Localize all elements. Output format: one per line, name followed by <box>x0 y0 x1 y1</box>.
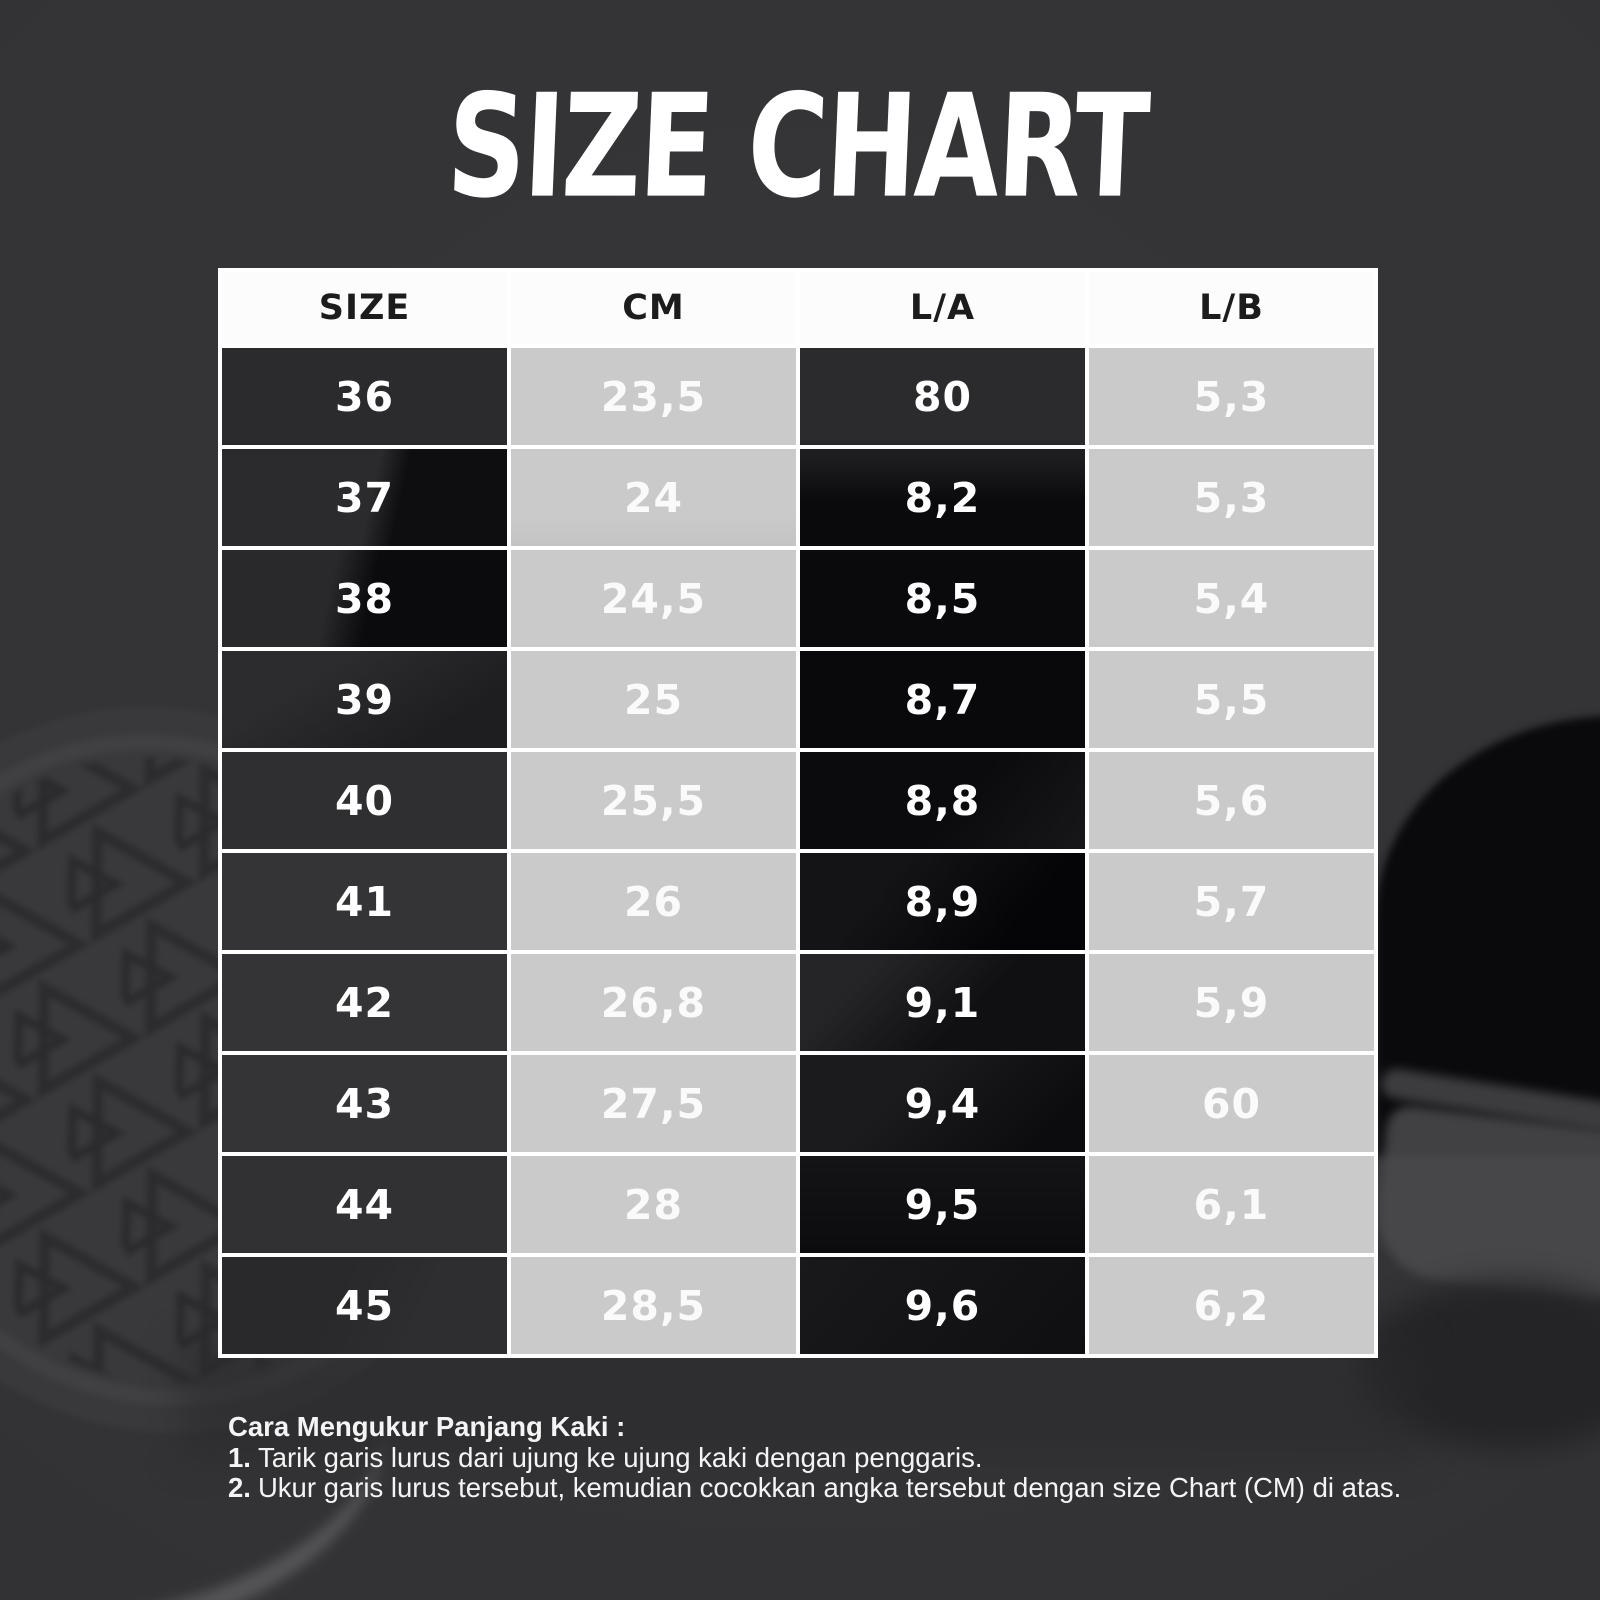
table-cell: 5,3 <box>1089 348 1374 445</box>
measuring-instructions: Cara Mengukur Panjang Kaki : 1. Tarik gar… <box>228 1412 1401 1503</box>
table-cell: 37 <box>222 449 507 546</box>
table-cell: 8,8 <box>800 752 1085 849</box>
table-cell: 42 <box>222 954 507 1051</box>
table-cell: 5,6 <box>1089 752 1374 849</box>
table-cell: 36 <box>222 348 507 445</box>
table-cell: 45 <box>222 1257 507 1354</box>
table-cell: 5,4 <box>1089 550 1374 647</box>
table-cell: 44 <box>222 1156 507 1253</box>
instruction-item: 2. Ukur garis lurus tersebut, kemudian co… <box>228 1473 1401 1503</box>
table-cell: 9,1 <box>800 954 1085 1051</box>
table-cell: 24,5 <box>511 550 796 647</box>
instruction-text: Tarik garis lurus dari ujung ke ujung ka… <box>257 1442 983 1473</box>
table-cell: 6,2 <box>1089 1257 1374 1354</box>
table-cell: 26,8 <box>511 954 796 1051</box>
table-cell: 28,5 <box>511 1257 796 1354</box>
table-cell: 5,9 <box>1089 954 1374 1051</box>
table-cell: 24 <box>511 449 796 546</box>
floor-shadow-image <box>180 1340 1420 1460</box>
table-cell: 8,2 <box>800 449 1085 546</box>
table-cell: 23,5 <box>511 348 796 445</box>
table-cell: 25 <box>511 651 796 748</box>
instruction-number: 2. <box>228 1472 251 1503</box>
table-cell: 39 <box>222 651 507 748</box>
table-cell: 43 <box>222 1055 507 1152</box>
table-cell: 40 <box>222 752 507 849</box>
table-cell: 60 <box>1089 1055 1374 1152</box>
table-cell: 5,7 <box>1089 853 1374 950</box>
table-cell: 5,3 <box>1089 449 1374 546</box>
table-cell: 9,5 <box>800 1156 1085 1253</box>
table-cell: 8,5 <box>800 550 1085 647</box>
table-cell: 27,5 <box>511 1055 796 1152</box>
page-title: SIZE CHART <box>443 64 1151 230</box>
instruction-text: Ukur garis lurus tersebut, kemudian coco… <box>257 1472 1402 1503</box>
table-cell: 9,6 <box>800 1257 1085 1354</box>
table-cell: 6,1 <box>1089 1156 1374 1253</box>
table-cell: 8,9 <box>800 853 1085 950</box>
table-cell: 38 <box>222 550 507 647</box>
table-cell: 5,5 <box>1089 651 1374 748</box>
table-cell: 9,4 <box>800 1055 1085 1152</box>
size-chart-table: SIZE CM L/A L/B 36 23,5 80 5,3 37 24 8,2… <box>218 268 1378 1358</box>
table-cell: 8,7 <box>800 651 1085 748</box>
header-cell-cm: CM <box>511 272 796 344</box>
table-cell: 26 <box>511 853 796 950</box>
header-cell-size: SIZE <box>222 272 507 344</box>
header-cell-lb: L/B <box>1089 272 1374 344</box>
table-cell: 41 <box>222 853 507 950</box>
instructions-heading: Cara Mengukur Panjang Kaki : <box>228 1411 626 1442</box>
sneaker-sole-right-image <box>1368 1103 1600 1303</box>
instruction-number: 1. <box>228 1442 251 1473</box>
instruction-item: 1. Tarik garis lurus dari ujung ke ujung … <box>228 1443 1401 1473</box>
title-container: SIZE CHART <box>0 65 1600 230</box>
table-cell: 28 <box>511 1156 796 1253</box>
header-cell-la: L/A <box>800 272 1085 344</box>
table-cell: 25,5 <box>511 752 796 849</box>
table-cell: 80 <box>800 348 1085 445</box>
